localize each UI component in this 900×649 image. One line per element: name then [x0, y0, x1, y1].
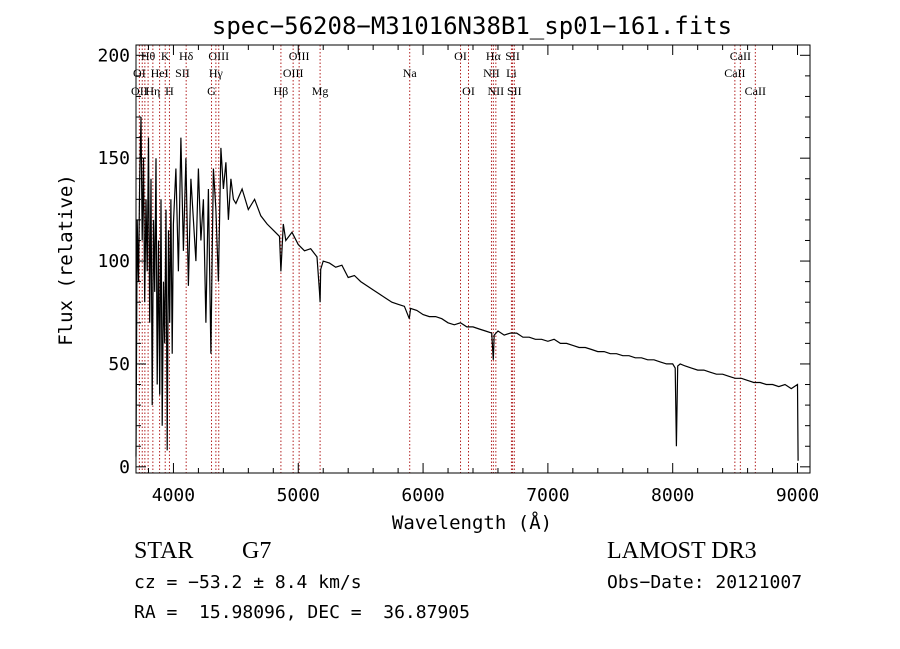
marker-label-25: NII: [488, 84, 505, 98]
marker-label-9: OI: [133, 66, 146, 80]
marker-label-26: SII: [507, 84, 522, 98]
marker-label-10: HeI: [151, 66, 169, 80]
marker-label-8: CaII: [730, 49, 751, 63]
plot-frame: [135, 44, 811, 474]
marker-label-18: OII: [131, 84, 148, 98]
x-axis-ticks: 4000 5000 6000 7000 8000 9000: [147, 45, 819, 506]
y-tick-label-2: 100: [97, 251, 130, 272]
marker-label-21: G: [207, 84, 216, 98]
marker-label-17: CaII: [724, 66, 745, 80]
x-tick-label-5: 9000: [776, 485, 819, 506]
marker-label-19: Hη: [145, 84, 160, 98]
marker-label-14: Na: [403, 66, 418, 80]
series-line-flux: [135, 116, 799, 461]
marker-label-0: Hθ: [141, 49, 156, 63]
survey-name: LAMOST DR3: [607, 538, 757, 564]
marker-label-5: OI: [454, 49, 467, 63]
marker-label-11: SII: [175, 66, 190, 80]
y-tick-label-1: 50: [108, 354, 130, 375]
marker-label-4: OIII: [289, 49, 310, 63]
x-axis-label: Wavelength (Å): [392, 511, 552, 534]
coordinates: RA = 15.98096, DEC = 36.87905: [134, 602, 470, 623]
marker-label-13: OIII: [283, 66, 304, 80]
y-tick-label-4: 200: [97, 45, 130, 66]
marker-label-3: OIII: [208, 49, 229, 63]
marker-label-1: K: [161, 49, 170, 63]
y-tick-label-3: 150: [97, 148, 130, 169]
marker-label-22: Hβ: [274, 84, 289, 98]
marker-label-27: CaII: [745, 84, 766, 98]
y-tick-label-0: 0: [119, 457, 130, 478]
marker-label-2: Hδ: [179, 49, 194, 63]
chart-title: spec−56208−M31016N38B1_sp01−161.fits: [212, 12, 732, 40]
x-tick-label-4: 8000: [651, 485, 694, 506]
marker-label-7: SII: [505, 49, 520, 63]
emission-line-markers: [138, 45, 756, 473]
y-axis-ticks: 0 50 100 150 200: [97, 45, 810, 478]
x-tick-label-3: 7000: [526, 485, 569, 506]
object-class: STAR: [134, 538, 194, 564]
x-tick-label-2: 6000: [401, 485, 444, 506]
y-axis-label: Flux (relative): [55, 174, 77, 346]
marker-label-23: Mg: [312, 84, 329, 98]
object-subclass: G7: [242, 538, 272, 564]
marker-label-20: H: [165, 84, 174, 98]
marker-label-15: NII: [483, 66, 500, 80]
x-tick-label-0: 4000: [152, 485, 195, 506]
observation-date: Obs−Date: 20121007: [607, 572, 803, 593]
marker-label-6: Hα: [486, 49, 502, 63]
x-tick-label-1: 5000: [277, 485, 320, 506]
marker-label-24: OI: [462, 84, 475, 98]
marker-label-16: Li: [506, 66, 517, 80]
redshift-value: cz = −53.2 ± 8.4 km/s: [134, 572, 362, 593]
marker-label-12: Hγ: [209, 66, 224, 80]
